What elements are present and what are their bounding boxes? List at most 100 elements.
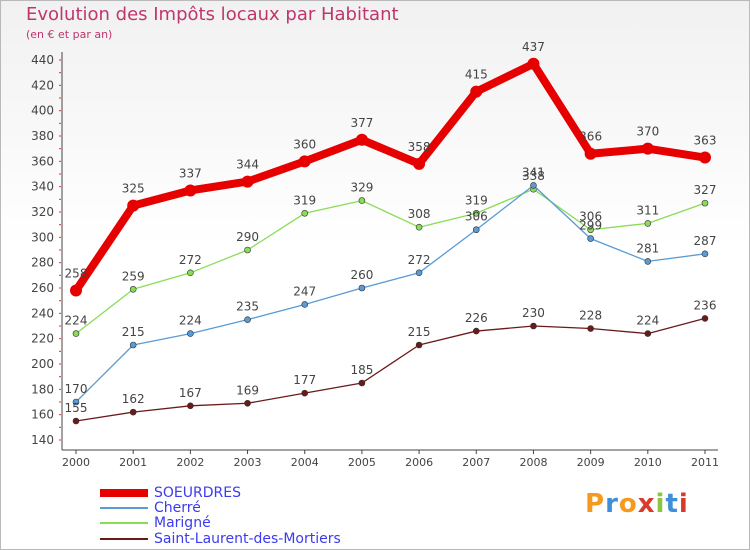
y-tick-label: 180 bbox=[31, 382, 54, 396]
x-tick-label: 2008 bbox=[519, 456, 547, 469]
y-tick-label: 240 bbox=[31, 306, 54, 320]
data-point bbox=[358, 284, 366, 292]
y-tick-label: 340 bbox=[31, 180, 54, 194]
data-label: 155 bbox=[65, 401, 88, 415]
data-label: 308 bbox=[408, 207, 431, 221]
data-label: 215 bbox=[122, 325, 145, 339]
data-label: 290 bbox=[236, 230, 259, 244]
data-point bbox=[129, 341, 137, 349]
legend-swatch bbox=[100, 489, 148, 497]
y-tick-label: 280 bbox=[31, 256, 54, 270]
data-label: 363 bbox=[694, 134, 717, 148]
data-point bbox=[301, 389, 309, 397]
data-point bbox=[587, 226, 594, 234]
data-point bbox=[72, 398, 80, 406]
data-label: 247 bbox=[293, 284, 316, 298]
data-label: 344 bbox=[236, 158, 259, 172]
logo-letter: x bbox=[637, 489, 656, 519]
data-point bbox=[701, 199, 709, 207]
data-label: 325 bbox=[122, 182, 145, 196]
data-point bbox=[241, 175, 254, 188]
data-point bbox=[530, 322, 537, 330]
data-label: 259 bbox=[122, 269, 145, 283]
data-point bbox=[699, 151, 711, 164]
y-tick-label: 140 bbox=[31, 433, 54, 447]
y-tick-label: 440 bbox=[31, 53, 54, 67]
data-point bbox=[644, 220, 652, 227]
data-point bbox=[127, 199, 140, 212]
legend-item: Marigné bbox=[100, 515, 211, 531]
data-label: 358 bbox=[408, 140, 431, 154]
proxiti-logo[interactable]: Proxiti bbox=[585, 489, 689, 519]
data-label: 236 bbox=[694, 298, 717, 312]
data-label: 366 bbox=[579, 130, 602, 144]
data-point bbox=[301, 301, 309, 308]
legend-item: Cherré bbox=[100, 500, 201, 516]
x-tick-label: 2006 bbox=[405, 456, 433, 469]
data-point bbox=[358, 197, 366, 204]
data-label: 319 bbox=[293, 193, 316, 207]
data-label: 341 bbox=[522, 165, 545, 179]
data-label: 258 bbox=[65, 267, 88, 281]
x-tick-label: 2011 bbox=[691, 456, 719, 469]
data-point bbox=[472, 327, 480, 335]
data-label: 311 bbox=[636, 203, 659, 217]
data-label: 169 bbox=[236, 383, 259, 397]
data-label: 329 bbox=[350, 181, 373, 195]
data-point bbox=[301, 209, 309, 217]
data-label: 327 bbox=[694, 183, 717, 197]
series-line-cherr- bbox=[75, 184, 706, 403]
data-label: 415 bbox=[465, 68, 488, 82]
x-tick-label: 2004 bbox=[291, 456, 319, 469]
data-point bbox=[415, 223, 423, 231]
legend-swatch bbox=[100, 507, 148, 509]
data-label: 185 bbox=[350, 363, 373, 377]
data-label: 370 bbox=[636, 125, 659, 139]
data-point bbox=[701, 315, 709, 322]
legend-label: Cherré bbox=[154, 500, 201, 516]
data-point bbox=[187, 402, 194, 410]
logo-letter: o bbox=[618, 489, 638, 519]
x-tick-label: 2005 bbox=[348, 456, 376, 469]
data-label: 337 bbox=[179, 166, 202, 180]
logo-letter: i bbox=[678, 489, 689, 519]
data-point bbox=[527, 57, 540, 70]
data-point bbox=[129, 408, 137, 416]
data-point bbox=[184, 184, 197, 197]
data-point bbox=[72, 330, 80, 337]
data-point bbox=[187, 269, 194, 277]
data-label: 306 bbox=[579, 210, 602, 224]
data-label: 272 bbox=[408, 253, 431, 267]
data-label: 230 bbox=[522, 306, 545, 320]
data-point bbox=[355, 133, 368, 146]
series-line-saint-laurent-des-mortiers bbox=[75, 317, 706, 422]
y-tick-label: 320 bbox=[31, 205, 54, 219]
data-point bbox=[587, 235, 594, 242]
legend-label: Marigné bbox=[154, 515, 211, 531]
legend-swatch bbox=[100, 522, 148, 524]
data-label: 272 bbox=[179, 253, 202, 267]
data-label: 224 bbox=[636, 314, 659, 328]
y-tick-label: 160 bbox=[31, 408, 54, 422]
legend-item: Saint-Laurent-des-Mortiers bbox=[100, 531, 341, 547]
data-label: 162 bbox=[122, 392, 145, 406]
data-label: 224 bbox=[179, 314, 202, 328]
logo-letter: t bbox=[665, 489, 679, 519]
data-label: 215 bbox=[408, 325, 431, 339]
legend-label: Saint-Laurent-des-Mortiers bbox=[154, 531, 341, 547]
data-point bbox=[415, 269, 423, 277]
data-point bbox=[530, 182, 537, 189]
y-tick-label: 380 bbox=[31, 129, 54, 143]
y-tick-label: 260 bbox=[31, 281, 54, 295]
data-label: 167 bbox=[179, 386, 202, 400]
data-label: 226 bbox=[465, 311, 488, 325]
series-line-soeurdres bbox=[72, 59, 706, 293]
legend-swatch bbox=[100, 538, 148, 540]
data-point bbox=[470, 85, 483, 98]
y-tick-label: 360 bbox=[31, 154, 54, 168]
x-tick-label: 2001 bbox=[119, 456, 147, 469]
data-label: 299 bbox=[579, 219, 602, 233]
data-point bbox=[472, 226, 480, 234]
data-label: 170 bbox=[65, 382, 88, 396]
